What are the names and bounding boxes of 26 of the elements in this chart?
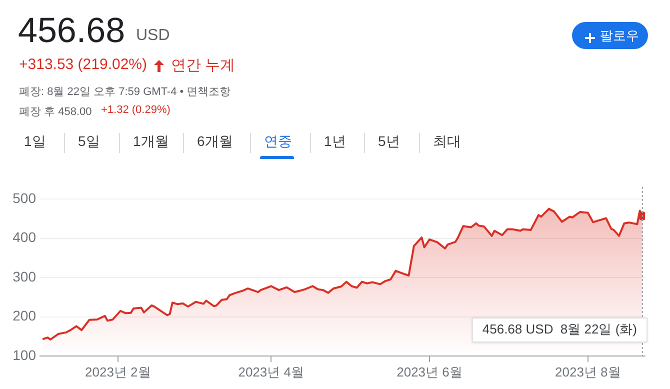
text: 폐장 후 458.00 (19, 105, 92, 119)
chart-subtitle: USD (136, 27, 170, 45)
text: 팔로우 (600, 27, 639, 45)
text: +313.53 (219.02%) (19, 56, 148, 73)
text: 연중 (264, 133, 292, 151)
text: 연간 누계 (171, 56, 236, 75)
text: 1년 (324, 133, 346, 151)
x-tick-label: 2023년 6월 (396, 364, 462, 380)
text: +1.32 (0.29%) (101, 104, 170, 116)
text: 1개월 (133, 133, 169, 151)
text: 1일 (24, 133, 46, 151)
x-tick-label: 2023년 2월 (85, 364, 151, 380)
x-tick-label: 2023년 4월 (238, 364, 304, 380)
y-tick-label: 400 (12, 229, 36, 246)
x-tick-label: 2023년 8월 (554, 364, 621, 380)
text: 폐장: 8월 22일 오후 7:59 GMT-4 • 면책조항 (19, 85, 231, 99)
chart-title: 456.68 (18, 11, 126, 51)
y-tick-label: 300 (12, 268, 36, 284)
text: 5일 (78, 133, 100, 151)
y-tick-label: 200 (12, 308, 36, 324)
annotation: 456.68 USD 8월 22일 (화) (482, 322, 638, 337)
y-tick-label: 500 (12, 190, 36, 206)
text: 6개월 (197, 133, 233, 151)
text: 5년 (378, 133, 400, 151)
y-tick-label: 100 (12, 346, 36, 363)
text: 최대 (433, 133, 461, 151)
